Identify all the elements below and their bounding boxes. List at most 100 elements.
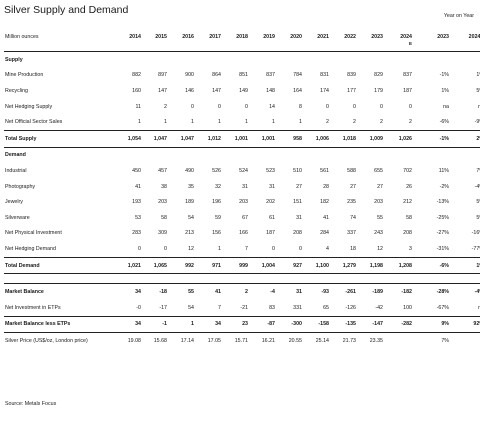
value-cell: 1,018 xyxy=(329,129,356,148)
yoy-2023-cell: -6% xyxy=(412,256,449,275)
yoy-value: 1% xyxy=(476,262,480,269)
value-cell: 212 xyxy=(403,199,412,206)
value-cell: 18 xyxy=(350,245,356,252)
supply-demand-table: Million ounces 2014 2015 2016 2017 2018 2019 20… xyxy=(4,30,480,349)
row-label: Silverware xyxy=(5,214,30,221)
value-cell: 32 xyxy=(215,183,221,190)
value-cell: 0 xyxy=(353,103,356,110)
year-value: 2022 xyxy=(344,34,356,40)
value-cell: 992 xyxy=(167,256,194,275)
table-row: Industrial 450 457 490 526 524 523 510 561 588 655… xyxy=(4,163,480,179)
value-cell: 927 xyxy=(275,256,302,275)
value-cell: 151 xyxy=(293,199,302,206)
value-cell: 16.21 xyxy=(261,337,275,344)
empty-cell xyxy=(383,147,412,163)
value-cell: 457 xyxy=(158,167,167,174)
year-header: 2021 xyxy=(302,30,329,52)
value-cell: 1 xyxy=(218,119,221,126)
yoy-2024e-cell: 1% xyxy=(449,68,480,84)
value-cell: 1,279 xyxy=(329,256,356,275)
yoy-value: 1% xyxy=(476,72,480,79)
row-label: Market Balance xyxy=(4,283,112,300)
yoy-value: 7% xyxy=(476,167,480,174)
yoy-2023-cell: -1% xyxy=(412,129,449,148)
yoy-value: 5% xyxy=(476,199,480,206)
value-cell: 83 xyxy=(269,304,275,311)
total-demand-row: Total Demand 1,021 1,065 992 971 999 1,004 927 1… xyxy=(4,256,480,275)
value-cell: 26 xyxy=(406,183,412,190)
spacer-row xyxy=(4,274,480,284)
year-header: 2022 xyxy=(329,30,356,52)
value-cell: -282 xyxy=(383,315,412,334)
value-cell: 0 xyxy=(164,245,167,252)
value-cell: 2 xyxy=(353,119,356,126)
table-row: Net Physical Investment 283 309 213 156 166 18… xyxy=(4,226,480,242)
value-cell: 54 xyxy=(188,304,194,311)
year-header: 2014 xyxy=(112,30,141,52)
value-cell: 1 xyxy=(191,119,194,126)
value-cell: 55 xyxy=(377,214,383,221)
yoy-value: -16% xyxy=(471,230,480,237)
empty-cell xyxy=(329,147,356,163)
value-cell: 11 xyxy=(135,103,142,110)
value-cell: -17 xyxy=(159,304,167,311)
table-row: Net Official Sector Sales 1 1 1 1 1 1 1 2 2 2 2 -6% -… xyxy=(4,114,480,130)
empty-cell xyxy=(356,147,383,163)
yoy-value: 92% xyxy=(473,321,480,328)
value-cell: 851 xyxy=(239,72,248,79)
value-cell: 3 xyxy=(409,245,412,252)
silver-price-row: Silver Price (US$/oz, London price) 19.08… xyxy=(4,333,480,349)
value-cell: 41 xyxy=(323,214,329,221)
value-cell: 2 xyxy=(326,119,329,126)
empty-cell xyxy=(194,147,221,163)
empty-cell xyxy=(302,50,329,68)
value-cell: 58 xyxy=(406,214,412,221)
value-cell: 837 xyxy=(403,72,412,79)
value-cell: 196 xyxy=(212,199,221,206)
value-cell: 1,198 xyxy=(356,256,383,275)
value-cell: 34 xyxy=(194,315,221,334)
yoy-value: -4% xyxy=(474,289,480,296)
value-cell: -126 xyxy=(345,304,356,311)
value-cell: 1,001 xyxy=(248,129,275,148)
value-cell: 331 xyxy=(293,304,302,311)
table-row: Net Hedging Demand 0 0 12 1 7 0 0 4 18 12 3 -31% -77% xyxy=(4,241,480,257)
row-label: Industrial xyxy=(5,167,27,174)
year-value: 2014 xyxy=(129,34,141,40)
value-cell: 15.71 xyxy=(234,337,248,344)
yoy-2023-cell: 1% xyxy=(441,87,449,94)
yoy-2024e-cell: 2% xyxy=(449,129,480,148)
value-cell: 53 xyxy=(135,214,141,221)
value-cell: 1 xyxy=(299,119,302,126)
year-header: 2016 xyxy=(167,30,194,52)
value-cell: 166 xyxy=(239,230,248,237)
value-cell: 490 xyxy=(185,167,194,174)
yoy-2023-cell: -13% xyxy=(436,199,449,206)
value-cell: 1,004 xyxy=(248,256,275,275)
value-cell: 25.14 xyxy=(315,337,329,344)
year-header: 2024 E xyxy=(383,30,412,52)
value-cell: -300 xyxy=(275,315,302,334)
value-cell: 174 xyxy=(320,87,329,94)
value-cell: 148 xyxy=(266,87,275,94)
value-cell: 1,009 xyxy=(356,129,383,148)
value-cell: 0 xyxy=(326,103,329,110)
value-cell: 561 xyxy=(320,167,329,174)
yoy-2023-cell: -2% xyxy=(439,183,449,190)
value-cell: 0 xyxy=(138,245,141,252)
value-cell: 1 xyxy=(138,119,141,126)
value-cell: 38 xyxy=(161,183,167,190)
yoy-2024e-cell: -16% xyxy=(449,226,480,242)
yoy-2024e-cell: 5% xyxy=(449,210,480,226)
yoy-2024e-cell: 92% xyxy=(449,315,480,334)
value-cell: 203 xyxy=(158,199,167,206)
yoy-2023-cell: 7% xyxy=(441,337,449,344)
value-cell: 12 xyxy=(188,245,194,252)
value-cell: 1,047 xyxy=(167,129,194,148)
value-cell: 831 xyxy=(320,72,329,79)
year-value: 2016 xyxy=(182,34,194,40)
value-cell: -189 xyxy=(356,283,383,300)
yoy-label: Year on Year xyxy=(443,13,474,19)
value-cell: 4 xyxy=(326,245,329,252)
